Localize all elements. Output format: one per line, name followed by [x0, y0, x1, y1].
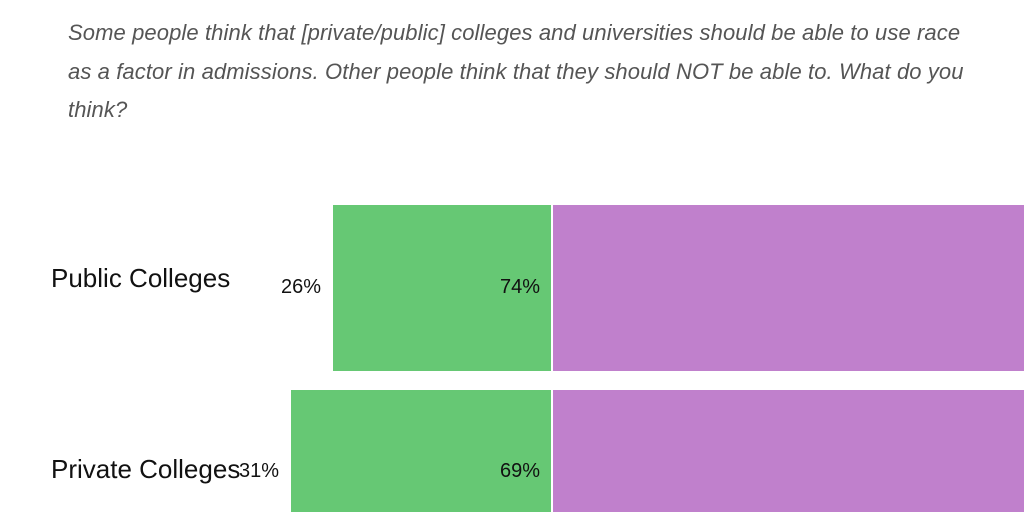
public-left-value: 26%	[281, 276, 322, 298]
public-should-not-bar	[553, 205, 1024, 371]
private-left-value: 31%	[239, 460, 280, 482]
row-label-private: Private Colleges	[51, 454, 241, 484]
private-should-not-bar	[553, 390, 1024, 512]
survey-question: Some people think that [private/public] …	[68, 20, 964, 122]
public-should-be-able-bar	[333, 205, 551, 371]
row-label-public: Public Colleges	[51, 263, 231, 293]
public-inner-value: 74%	[500, 276, 541, 298]
private-should-be-able-bar	[291, 390, 551, 512]
private-inner-value: 69%	[500, 460, 541, 482]
